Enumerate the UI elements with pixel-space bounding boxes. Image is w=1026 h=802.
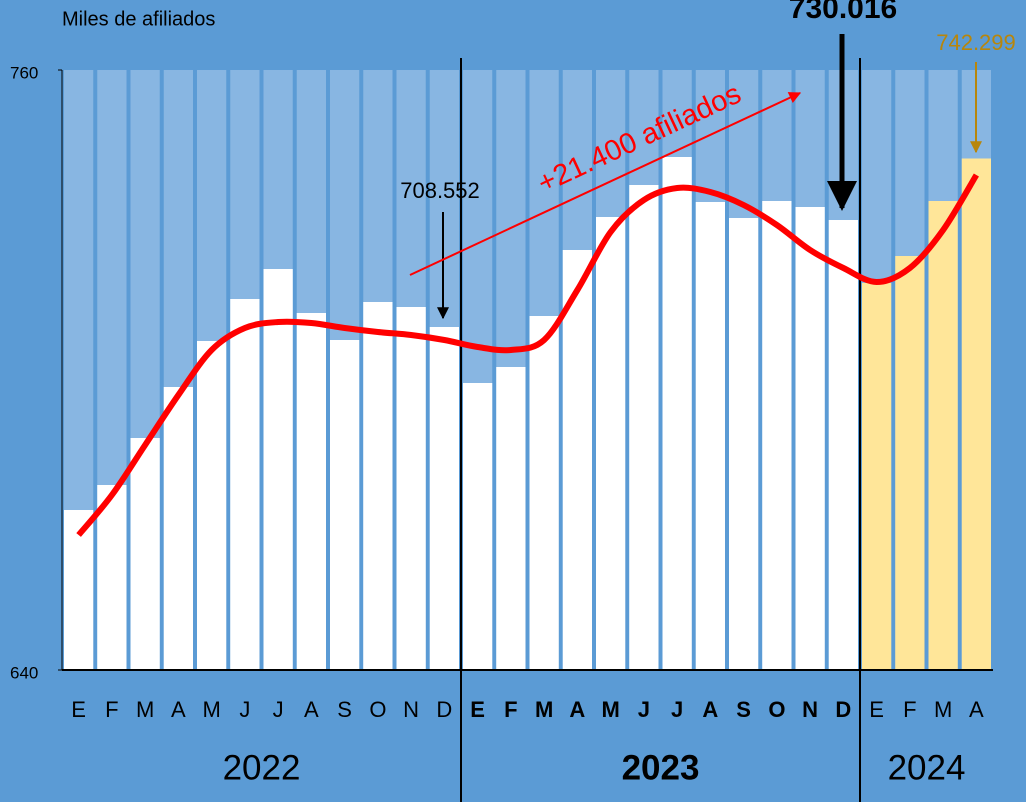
x-tick-label: M — [934, 697, 952, 722]
x-tick-label: A — [969, 697, 984, 722]
bar — [795, 207, 825, 670]
bar — [895, 256, 925, 670]
x-tick-label: M — [136, 697, 154, 722]
x-tick-label: A — [171, 697, 186, 722]
bar — [695, 202, 725, 670]
year-label: 2024 — [888, 748, 966, 787]
x-tick-label: M — [601, 697, 619, 722]
bar — [762, 201, 792, 670]
x-tick-label: M — [535, 697, 553, 722]
x-tick-label: J — [239, 697, 250, 722]
x-tick-label: D — [835, 697, 851, 722]
bar — [263, 269, 293, 670]
y-tick-label: 640 — [10, 663, 38, 682]
x-tick-label: D — [436, 697, 452, 722]
x-tick-label: F — [105, 697, 118, 722]
x-tick-label: M — [202, 697, 220, 722]
x-tick-label: A — [702, 697, 718, 722]
x-tick-label: A — [569, 697, 585, 722]
annotation: 730.016 — [789, 0, 897, 25]
x-tick-label: E — [869, 697, 884, 722]
x-tick-label: J — [671, 697, 683, 722]
x-tick-label: A — [304, 697, 319, 722]
x-tick-label: J — [638, 697, 650, 722]
x-tick-label: N — [802, 697, 818, 722]
annotation: 708.552 — [400, 178, 480, 203]
x-tick-label: J — [273, 697, 284, 722]
bar — [130, 438, 160, 670]
bar — [928, 201, 958, 670]
bar — [828, 220, 858, 670]
bar — [330, 340, 360, 670]
bar — [629, 185, 659, 670]
bar — [496, 367, 526, 670]
annotation: 742.299 — [936, 30, 1016, 55]
bar — [64, 510, 94, 670]
annotation-arrow — [409, 92, 802, 276]
year-label: 2023 — [622, 748, 700, 787]
bar — [463, 383, 493, 670]
trend-line — [76, 173, 979, 537]
bar — [562, 250, 592, 670]
bar — [961, 158, 991, 670]
bar — [97, 485, 127, 670]
bar — [296, 313, 326, 670]
bar — [363, 302, 393, 670]
bar — [596, 217, 626, 670]
bar — [662, 157, 692, 670]
bar — [862, 283, 892, 670]
year-label: 2022 — [223, 748, 301, 787]
bar — [197, 341, 227, 670]
x-tick-label: E — [71, 697, 86, 722]
y-axis-label: Miles de afiliados — [62, 8, 215, 30]
x-tick-label: O — [369, 697, 386, 722]
x-tick-label: S — [337, 697, 352, 722]
bar — [163, 387, 193, 670]
bar — [729, 218, 759, 670]
x-tick-label: F — [504, 697, 517, 722]
bar — [429, 327, 459, 670]
x-tick-label: O — [768, 697, 785, 722]
bar — [529, 316, 559, 670]
x-tick-label: S — [736, 697, 751, 722]
x-tick-label: N — [403, 697, 419, 722]
bar — [396, 307, 426, 670]
x-tick-label: E — [470, 697, 485, 722]
x-tick-label: F — [903, 697, 916, 722]
y-tick-label: 760 — [10, 63, 38, 82]
bar — [230, 299, 260, 670]
